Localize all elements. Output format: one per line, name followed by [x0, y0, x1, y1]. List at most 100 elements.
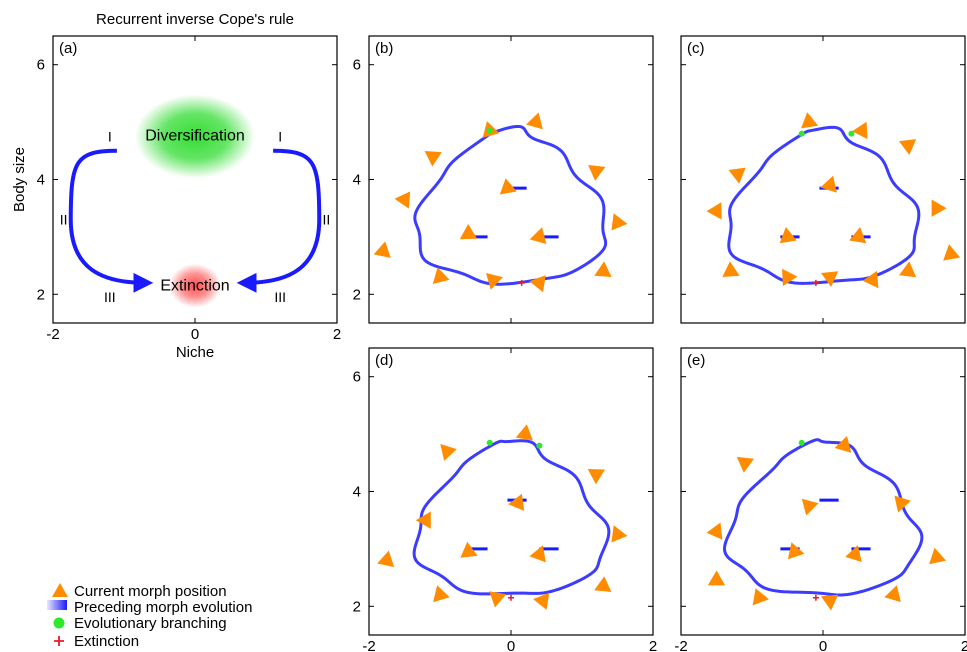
morph-triangle: [460, 541, 478, 558]
morph-triangle: [706, 202, 722, 220]
panel-b-scatter: 2 4 6 (b): [353, 35, 654, 324]
morph-triangle: [845, 545, 862, 562]
morph-triangle: [415, 511, 431, 529]
morph-triangle: [899, 261, 917, 278]
y-tick-label: 6: [353, 369, 361, 386]
extinction-marker: [812, 594, 819, 601]
extinction-marker: [518, 279, 525, 286]
panel-a-cycle-diagram: 2 4 6 -2 0 2 (a) Niche Body size Diversification E…: [11, 35, 341, 361]
legend-item-branching: Evolutionary branching: [53, 615, 227, 632]
y-tick-label: 2: [353, 286, 361, 303]
morph-triangle: [801, 498, 819, 516]
morph-triangle: [594, 576, 612, 592]
trajectory-loop: [413, 124, 608, 286]
extinction-label: Extinction: [160, 278, 229, 295]
phase-label: III: [274, 289, 286, 305]
panel-label: (b): [375, 40, 393, 57]
morph-triangle: [943, 244, 961, 261]
morph-triangle: [515, 424, 533, 441]
green-dot-icon: [53, 617, 65, 629]
morph-triangle: [752, 588, 769, 606]
panel-b-frame: [368, 35, 654, 324]
morph-triangle: [433, 585, 450, 603]
morph-triangle: [722, 261, 740, 277]
panel-c-frame: [680, 35, 966, 324]
morph-triangle: [611, 213, 628, 231]
morph-triangle: [894, 495, 911, 513]
y-tick-label: 4: [353, 484, 361, 501]
panel-label: (c): [687, 40, 705, 57]
x-tick-label: 0: [507, 638, 515, 652]
phase-label: II: [60, 212, 68, 228]
x-tick-label: -2: [674, 638, 687, 652]
morph-triangle: [801, 112, 819, 129]
morph-triangle: [931, 199, 947, 217]
diversification-label: Diversification: [145, 127, 245, 144]
morph-triangle: [373, 241, 391, 258]
panel-label: (d): [375, 352, 393, 369]
morph-triangle: [499, 178, 517, 195]
blue-gradient-swatch-icon: [47, 600, 67, 610]
cycle-arrow-right: [236, 148, 322, 293]
extinction-marker: [812, 279, 819, 286]
panel-label: (e): [687, 352, 705, 369]
morph-triangle: [529, 545, 546, 563]
x-tick-label: 0: [819, 638, 827, 652]
x-axis-label: Niche: [176, 344, 214, 361]
morph-triangle: [377, 550, 395, 568]
branching-point: [848, 130, 855, 137]
morph-triangle: [862, 270, 879, 289]
morph-triangle: [529, 227, 547, 244]
legend-label-preceding-evolution: Preceding morph evolution: [74, 599, 252, 616]
x-tick-label: 2: [961, 638, 967, 652]
morph-triangle: [394, 191, 411, 209]
trajectory-loop: [727, 125, 921, 285]
morph-triangle: [779, 227, 797, 244]
panel-d-scatter: 2 4 6 -2 0 2 (d): [353, 347, 657, 652]
orange-triangle-icon: [52, 583, 68, 597]
legend-item-current-morph: Current morph position: [52, 583, 227, 600]
morph-triangle: [821, 271, 839, 287]
morph-triangle: [899, 139, 917, 155]
morph-triangle: [489, 591, 507, 608]
phase-label: I: [108, 128, 112, 144]
morph-triangle: [736, 456, 755, 473]
phase-label: II: [322, 212, 330, 228]
panel-label: (a): [59, 40, 77, 57]
diversification-glow: [135, 94, 255, 179]
x-tick-label: 2: [333, 326, 341, 343]
cycle-arrow-left: [68, 148, 154, 293]
morph-triangle: [820, 175, 837, 193]
morph-triangle: [707, 570, 726, 586]
red-plus-icon: [54, 636, 64, 646]
phase-label: III: [104, 289, 116, 305]
panel-c-scatter: (c): [680, 35, 966, 324]
morph-triangle: [611, 525, 628, 543]
y-tick-label: 6: [353, 57, 361, 74]
morph-triangle: [432, 267, 450, 284]
figure-title: Recurrent inverse Cope's rule: [96, 11, 294, 28]
y-tick-label: 2: [353, 598, 361, 615]
panel-e-scatter: -2 0 2 (e): [674, 347, 967, 652]
legend-item-extinction: Extinction: [54, 633, 139, 650]
morph-triangle: [594, 261, 612, 277]
branching-point: [486, 439, 493, 446]
morph-triangle: [929, 547, 947, 565]
morph-triangle: [849, 227, 867, 244]
branching-point: [798, 130, 805, 137]
morph-triangle: [533, 592, 550, 610]
trajectory-loop: [412, 439, 611, 596]
morph-triangle: [821, 594, 839, 611]
morph-triangle: [782, 268, 798, 286]
legend-label-extinction: Extinction: [74, 633, 139, 650]
morph-triangle: [526, 112, 543, 130]
branching-point: [536, 442, 543, 449]
legend-item-preceding-evolution: Preceding morph evolution: [47, 599, 252, 616]
extinction-glow: [169, 263, 221, 308]
morph-triangle: [459, 224, 478, 240]
y-tick-label: 6: [37, 57, 45, 74]
morph-triangle: [787, 542, 805, 560]
morph-triangle: [834, 436, 852, 453]
y-axis-label: Body size: [11, 147, 28, 212]
